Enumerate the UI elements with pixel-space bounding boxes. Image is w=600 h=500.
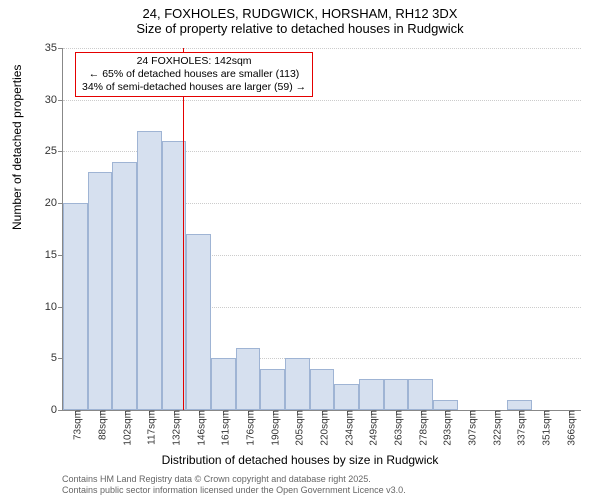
ytick-label: 15 <box>45 249 63 261</box>
xtick-label: 278sqm <box>412 410 429 446</box>
footer-attribution: Contains HM Land Registry data © Crown c… <box>62 474 406 496</box>
histogram-bar <box>285 358 310 410</box>
chart-title: 24, FOXHOLES, RUDGWICK, HORSHAM, RH12 3D… <box>0 0 600 21</box>
y-axis-label: Number of detached properties <box>10 65 24 230</box>
xtick-label: 293sqm <box>437 410 454 446</box>
xtick-label: 249sqm <box>363 410 380 446</box>
footer-line-1: Contains HM Land Registry data © Crown c… <box>62 474 406 485</box>
xtick-label: 234sqm <box>338 410 355 446</box>
annotation-line: ← 65% of detached houses are smaller (11… <box>82 68 306 81</box>
histogram-bar <box>408 379 433 410</box>
footer-line-2: Contains public sector information licen… <box>62 485 406 496</box>
ytick-label: 25 <box>45 145 63 157</box>
gridline <box>63 100 581 101</box>
plot: 0510152025303573sqm88sqm102sqm117sqm132s… <box>62 48 581 411</box>
histogram-bar <box>63 203 88 410</box>
annotation-line: 24 FOXHOLES: 142sqm <box>82 55 306 68</box>
xtick-label: 351sqm <box>536 410 553 446</box>
ytick-label: 30 <box>45 94 63 106</box>
chart-subtitle: Size of property relative to detached ho… <box>0 21 600 36</box>
reference-line <box>183 48 184 410</box>
annotation-line: 34% of semi-detached houses are larger (… <box>82 81 306 94</box>
ytick-label: 10 <box>45 301 63 313</box>
histogram-bar <box>359 379 384 410</box>
histogram-bar <box>211 358 236 410</box>
xtick-label: 366sqm <box>560 410 577 446</box>
xtick-label: 146sqm <box>190 410 207 446</box>
plot-area: 0510152025303573sqm88sqm102sqm117sqm132s… <box>62 48 580 410</box>
annotation-box: 24 FOXHOLES: 142sqm← 65% of detached hou… <box>75 52 313 97</box>
ytick-label: 0 <box>51 404 63 416</box>
histogram-bar <box>137 131 162 410</box>
histogram-bar <box>507 400 532 410</box>
xtick-label: 307sqm <box>462 410 479 446</box>
xtick-label: 337sqm <box>511 410 528 446</box>
xtick-label: 205sqm <box>289 410 306 446</box>
histogram-bar <box>236 348 261 410</box>
xtick-label: 322sqm <box>486 410 503 446</box>
xtick-label: 161sqm <box>215 410 232 446</box>
chart-container: 24, FOXHOLES, RUDGWICK, HORSHAM, RH12 3D… <box>0 0 600 500</box>
x-axis-label: Distribution of detached houses by size … <box>0 453 600 467</box>
xtick-label: 263sqm <box>388 410 405 446</box>
histogram-bar <box>310 369 335 410</box>
xtick-label: 176sqm <box>240 410 257 446</box>
gridline <box>63 48 581 49</box>
xtick-label: 190sqm <box>264 410 281 446</box>
histogram-bar <box>334 384 359 410</box>
ytick-label: 20 <box>45 197 63 209</box>
xtick-label: 73sqm <box>67 410 84 440</box>
ytick-label: 5 <box>51 352 63 364</box>
histogram-bar <box>384 379 409 410</box>
xtick-label: 102sqm <box>116 410 133 446</box>
ytick-label: 35 <box>45 42 63 54</box>
histogram-bar <box>186 234 211 410</box>
xtick-label: 220sqm <box>314 410 331 446</box>
histogram-bar <box>88 172 113 410</box>
histogram-bar <box>112 162 137 410</box>
xtick-label: 88sqm <box>92 410 109 440</box>
xtick-label: 132sqm <box>166 410 183 446</box>
xtick-label: 117sqm <box>141 410 158 445</box>
histogram-bar <box>433 400 458 410</box>
histogram-bar <box>260 369 285 410</box>
